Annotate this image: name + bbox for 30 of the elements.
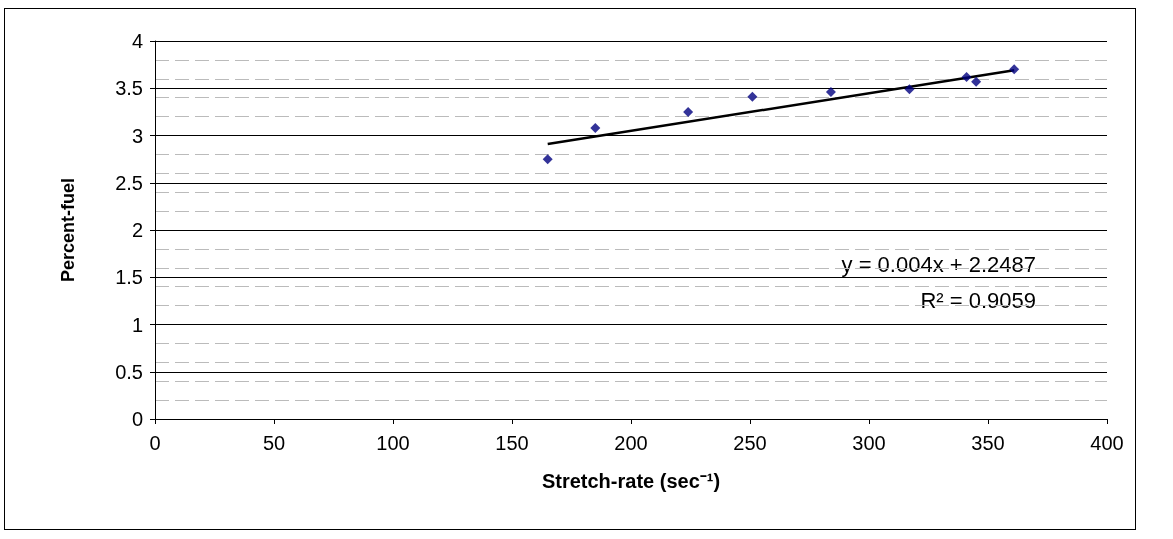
point bbox=[683, 106, 694, 117]
x-tick-label: 50 bbox=[262, 432, 286, 454]
y-tick-label: 1.5 bbox=[115, 266, 143, 289]
x-tick-label: 150 bbox=[495, 432, 529, 454]
y-tick-label: 0 bbox=[131, 408, 143, 430]
x-tick-label: 350 bbox=[971, 432, 1005, 454]
point bbox=[590, 122, 601, 133]
y-tick-label: 1 bbox=[131, 313, 143, 336]
x-tick-label: 400 bbox=[1090, 432, 1124, 454]
point bbox=[747, 91, 758, 102]
x-tick-label: 250 bbox=[733, 432, 767, 454]
y-axis-title: Percent-fuel bbox=[58, 177, 78, 283]
y-tick-label: 2 bbox=[131, 219, 143, 241]
y-tick-label: 3 bbox=[131, 124, 143, 147]
y-tick-label: 3.5 bbox=[115, 77, 143, 100]
y-tick-label: 0.5 bbox=[115, 360, 143, 383]
point bbox=[825, 87, 836, 98]
y-tick-label: 4 bbox=[131, 30, 143, 52]
x-tick-label: 200 bbox=[614, 432, 648, 454]
point bbox=[961, 71, 972, 82]
point bbox=[542, 154, 553, 165]
annotation: R² = 0.9059 bbox=[920, 287, 1036, 313]
point bbox=[1009, 64, 1020, 75]
y-tick-label: 2.5 bbox=[115, 171, 143, 194]
x-tick-label: 300 bbox=[852, 432, 886, 454]
x-tick-label: 100 bbox=[376, 432, 410, 454]
x-axis-title: Stretch-rate (sec⁻¹) bbox=[541, 470, 721, 492]
x-tick-label: 0 bbox=[149, 432, 161, 454]
point bbox=[971, 76, 982, 87]
point bbox=[904, 84, 915, 95]
